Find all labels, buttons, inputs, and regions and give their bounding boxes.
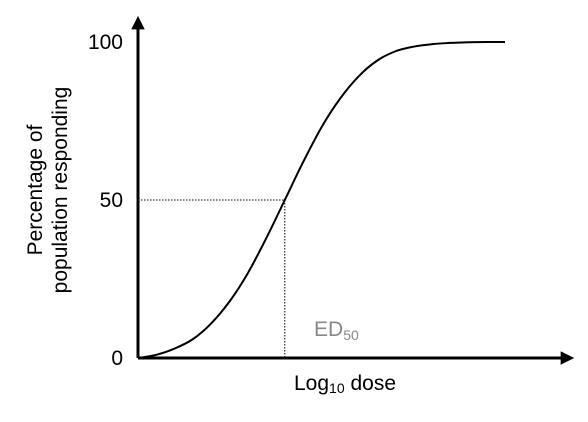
y-tick-label: 50 [100, 189, 123, 212]
ed50-annotation-base: ED [314, 318, 344, 341]
dose-response-curve [137, 40, 506, 359]
x-axis-label-rest: dose [344, 372, 396, 395]
y-tick-label: 0 [111, 347, 123, 370]
ed50-guides [138, 199, 286, 358]
x-axis-label: Log10 dose [294, 372, 396, 396]
ed50-annotation: ED50 [314, 318, 359, 343]
x-axis-label-subscript: 10 [329, 380, 345, 396]
x-axis-label-base: Log [294, 372, 330, 395]
axes [131, 15, 575, 365]
ed50-annotation-subscript: 50 [343, 327, 359, 343]
series-layer [137, 40, 506, 359]
y-tick-labels: 100 50 0 [88, 31, 123, 370]
y-tick-label: 100 [88, 31, 123, 54]
